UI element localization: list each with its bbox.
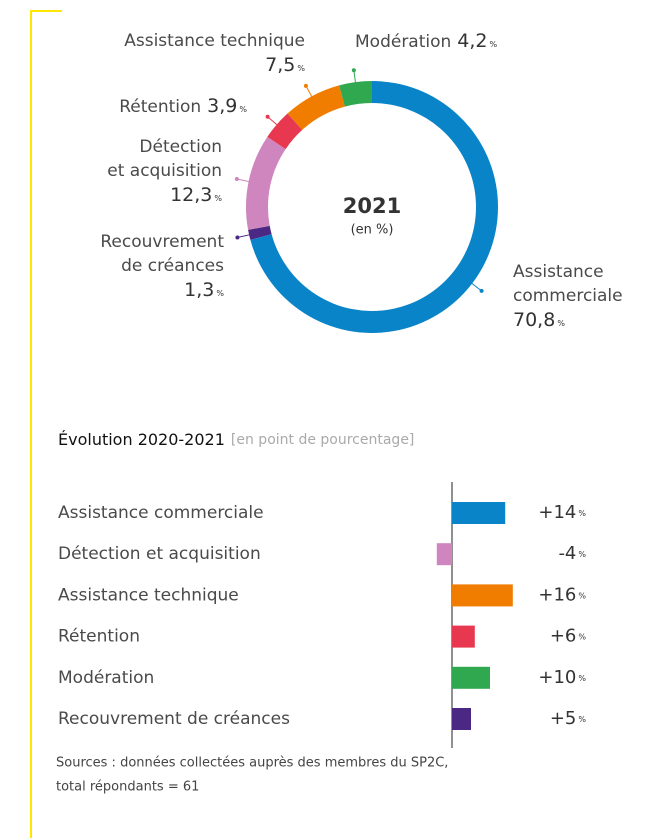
slice-unit: %: [489, 40, 498, 49]
slice-label: Recouvrement de créances 1,3%: [100, 230, 224, 306]
slice-label: Assistance technique 7,5%: [124, 29, 305, 81]
source: total répondants = 61: [56, 780, 199, 795]
slice-name: Rétention: [119, 97, 202, 117]
slice-label: Assistance commerciale 70,8%: [513, 260, 623, 336]
slice-value: 4,2: [457, 30, 488, 52]
bar-category: Assistance commerciale: [58, 503, 264, 523]
bar-subtitle: [en point de pourcentage]: [231, 432, 415, 448]
slice-unit: %: [297, 64, 305, 73]
donut-slice: [339, 81, 372, 107]
bar-category: Assistance technique: [58, 585, 239, 605]
slice-name: Assistance commerciale: [513, 262, 623, 306]
leader-line: [470, 281, 482, 292]
slice-value: 7,5: [265, 54, 296, 76]
bar-value-label: +5%: [550, 708, 587, 729]
slice-value-wrap: 3,9%: [207, 95, 247, 117]
slice-name: Modération: [355, 32, 452, 52]
bar-title: Évolution 2020-2021: [58, 430, 225, 449]
leader-dot: [234, 177, 239, 182]
leader-line: [305, 85, 314, 99]
slice-value-wrap: 1,3%: [100, 278, 224, 306]
bar-value: +5: [550, 708, 577, 729]
slice-name: Recouvrement de créances: [100, 232, 224, 276]
slice-value: 3,9: [207, 95, 238, 117]
slice-value-wrap: 4,2%: [457, 30, 498, 52]
bar-category: Rétention: [58, 627, 140, 647]
bar-value-label: +16%: [538, 584, 586, 605]
slice-unit: %: [216, 289, 224, 298]
slice-value: 1,3: [184, 279, 215, 301]
slice-value: 70,8: [513, 309, 556, 331]
bar-category: Modération: [58, 668, 154, 688]
bar: [452, 502, 506, 524]
bar: [452, 708, 471, 730]
leader-dot: [303, 83, 308, 88]
slice-value: 12,3: [170, 184, 213, 206]
slice-label: Rétention 3,9%: [119, 94, 247, 122]
slice-name: Détection et acquisition: [107, 137, 222, 181]
bar-value: +10: [538, 667, 576, 688]
donut-slice: [246, 136, 286, 230]
bar-value: -4: [558, 543, 576, 564]
bar-category: Recouvrement de créances: [58, 709, 290, 729]
bar-unit: %: [578, 715, 586, 724]
bar-value: +14: [538, 502, 576, 523]
leader-dot: [235, 235, 240, 240]
slice-unit: %: [239, 105, 247, 114]
leader-line: [267, 116, 279, 127]
bar-value: +16: [538, 584, 576, 605]
leader-dot: [265, 114, 270, 119]
bar-value-label: +10%: [538, 667, 586, 688]
leader-dot: [351, 68, 356, 73]
bar: [436, 543, 452, 566]
donut-subtitle: (en %): [351, 223, 394, 238]
slice-value-wrap: 12,3%: [107, 183, 222, 211]
bar-unit: %: [578, 509, 586, 518]
donut-slice: [287, 85, 345, 130]
donut-slice: [267, 113, 303, 150]
slice-value-wrap: 7,5%: [124, 53, 305, 81]
bar-value: +6: [550, 626, 577, 647]
bar-value-label: +14%: [538, 502, 586, 523]
slice-name: Assistance technique: [124, 31, 305, 51]
bar-unit: %: [578, 550, 586, 559]
bar-value-label: +6%: [550, 626, 587, 647]
bar-unit: %: [578, 632, 586, 641]
bar-value-label: -4%: [558, 543, 586, 564]
bar: [452, 625, 475, 648]
leader-dot: [479, 288, 484, 293]
slice-unit: %: [214, 194, 222, 203]
bar-unit: %: [578, 673, 586, 682]
leader-line: [237, 233, 252, 239]
slice-unit: %: [557, 319, 565, 328]
leader-line: [236, 178, 251, 183]
bar: [452, 584, 513, 607]
slice-label: Détection et acquisition 12,3%: [107, 135, 222, 211]
bar-heading: Évolution 2020-2021 [en point de pourcent…: [58, 430, 414, 449]
slice-value-wrap: 70,8%: [513, 308, 623, 336]
bar: [452, 666, 490, 689]
donut-slice: [248, 225, 272, 240]
leader-line: [353, 70, 357, 85]
donut-title: 2021: [343, 194, 401, 218]
bar-category: Détection et acquisition: [58, 544, 261, 564]
source: Sources : données collectées auprès des …: [56, 756, 448, 771]
slice-label: Modération 4,2%: [355, 29, 497, 57]
bar-unit: %: [578, 591, 586, 600]
